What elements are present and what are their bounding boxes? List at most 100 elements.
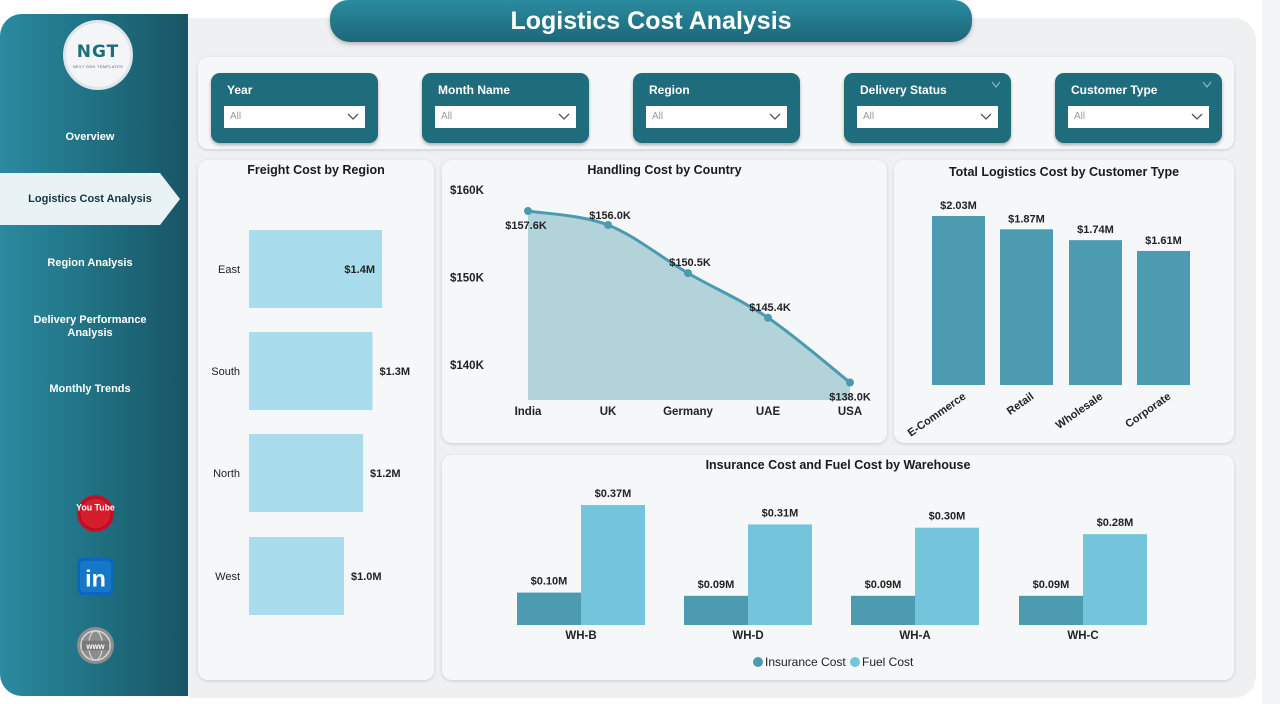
chart-title: Freight Cost by Region <box>247 163 385 177</box>
bar-insurance-wh-b <box>517 592 581 625</box>
chart-title: Total Logistics Cost by Customer Type <box>948 165 1180 179</box>
insurance-fuel-chart: $0.10M $0.37M WH-B $0.09M $0.31M WH-D $0.09M $0… <box>517 488 1147 669</box>
data-label: $157.6K <box>505 220 547 232</box>
data-label: $145.4K <box>749 302 791 314</box>
page-edge <box>1262 0 1280 704</box>
x-tick-label: Corporate <box>1123 391 1173 431</box>
filter-label: Customer Type <box>1071 83 1158 97</box>
bar-insurance-wh-c <box>1019 595 1083 625</box>
data-label: $1.2M <box>370 468 401 480</box>
nav-item-monthly-trends[interactable]: Monthly Trends <box>49 383 131 395</box>
website-icon-text: www <box>85 642 105 651</box>
nav-item-overview[interactable]: Overview <box>65 131 115 143</box>
filter-value: All <box>652 111 664 122</box>
linkedin-icon[interactable]: in <box>76 557 115 596</box>
data-label: $138.0K <box>829 392 871 404</box>
data-label: $1.74M <box>1077 224 1114 236</box>
x-tick-label: Wholesale <box>1054 391 1105 432</box>
data-label: $0.10M <box>531 576 568 588</box>
bar-corporate <box>1137 250 1190 385</box>
data-point <box>846 378 854 387</box>
filter-dropdown-region[interactable]: All <box>646 106 787 128</box>
page-title-banner: Logistics Cost Analysis <box>330 0 972 42</box>
y-tick-label: $140K <box>450 360 485 372</box>
legend-label: Insurance Cost <box>765 655 846 669</box>
chart-title: Handling Cost by Country <box>587 163 742 177</box>
freight-cost-chart: East $1.4M South $1.3M North $1.2M West $1.0M <box>211 230 411 615</box>
chevron-down-icon <box>769 113 781 120</box>
filter-month-name: Month Name All <box>422 73 589 143</box>
legend-label: Fuel Cost <box>862 655 914 669</box>
category-label: West <box>215 571 240 583</box>
x-tick-label: WH-C <box>1067 630 1098 642</box>
x-tick-label: USA <box>838 406 862 418</box>
filter-dropdown-delivery-status[interactable]: All <box>857 106 998 128</box>
website-icon[interactable]: www <box>76 626 115 665</box>
filter-bar: Year All Month Name All Region All Deliv… <box>198 57 1234 149</box>
area-fill <box>528 211 850 400</box>
chevron-down-icon <box>980 113 992 120</box>
data-label: $1.61M <box>1145 235 1182 247</box>
data-label: $1.4M <box>344 264 375 276</box>
filter-label: Month Name <box>438 83 510 97</box>
data-point <box>604 221 612 229</box>
x-tick-label: UK <box>600 406 617 418</box>
logo-subtext: NEXT GEN TEMPLATES <box>72 63 124 69</box>
data-label: $1.87M <box>1008 213 1045 225</box>
chevron-down-icon <box>1191 113 1203 120</box>
page-title: Logistics Cost Analysis <box>510 6 792 35</box>
data-point <box>524 207 532 215</box>
bar-fuel-wh-a <box>915 527 979 625</box>
filter-value: All <box>1074 111 1086 122</box>
nav-item-logistics-cost-analysis[interactable]: Logistics Cost Analysis <box>28 192 152 205</box>
x-tick-label: WH-D <box>732 630 763 642</box>
data-label: $0.28M <box>1097 517 1134 529</box>
filter-dropdown-customer-type[interactable]: All <box>1068 106 1209 128</box>
filter-label: Year <box>227 83 253 97</box>
filter-value: All <box>441 111 453 122</box>
category-label: East <box>218 264 240 276</box>
category-label: South <box>211 366 240 378</box>
nav-item-region-analysis[interactable]: Region Analysis <box>47 257 133 269</box>
bar-wholesale <box>1069 240 1122 385</box>
legend-marker <box>850 657 860 667</box>
filter-value: All <box>230 111 242 122</box>
data-label: $1.3M <box>380 366 411 378</box>
sidebar: NGT NEXT GEN TEMPLATES Overview Logistic… <box>0 14 188 696</box>
youtube-icon[interactable]: You Tube <box>76 494 115 533</box>
filter-dropdown-month-name[interactable]: All <box>435 106 576 128</box>
data-label: $2.03M <box>940 200 977 212</box>
filter-dropdown-year[interactable]: All <box>224 106 365 128</box>
bar-west <box>249 537 344 615</box>
x-tick-label: India <box>515 406 542 418</box>
filter-value: All <box>863 111 875 122</box>
category-label: North <box>213 468 240 480</box>
data-label: $0.30M <box>929 511 966 523</box>
bar-north <box>249 434 363 512</box>
data-label: $150.5K <box>669 257 711 269</box>
bar-east <box>249 230 382 308</box>
x-tick-label: Retail <box>1005 391 1036 418</box>
data-label: $0.09M <box>1033 579 1070 591</box>
filter-customer-type: Customer Type All <box>1055 73 1222 143</box>
data-point <box>764 313 772 322</box>
customer-type-card: Total Logistics Cost by Customer Type $2… <box>894 160 1234 443</box>
bar-fuel-wh-c <box>1083 534 1147 625</box>
youtube-icon-text: You Tube <box>76 503 115 513</box>
chevron-down-icon <box>347 113 359 120</box>
bar-e-commerce <box>932 216 985 385</box>
nav-active-indicator <box>0 173 180 225</box>
logo-text: NGT <box>76 41 120 62</box>
customer-type-chart: $2.03M E-Commerce $1.87M Retail $1.74M Wholes… <box>906 200 1190 439</box>
handling-cost-chart: $160K $150K $140K $157.6K India $156.0K UK $150… <box>450 185 871 418</box>
bar-insurance-wh-d <box>684 595 748 625</box>
chevron-down-icon <box>1202 81 1212 88</box>
y-tick-label: $150K <box>450 273 485 285</box>
data-point <box>684 269 692 278</box>
legend-marker <box>753 657 763 667</box>
bar-fuel-wh-d <box>748 524 812 625</box>
filter-delivery-status: Delivery Status All <box>844 73 1011 143</box>
filter-region: Region All <box>633 73 800 143</box>
nav-item-delivery-performance-analysis[interactable]: Delivery Performance Analysis <box>33 314 147 339</box>
filter-label: Region <box>649 83 690 97</box>
